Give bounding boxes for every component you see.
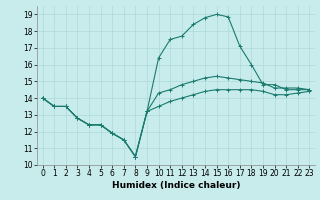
X-axis label: Humidex (Indice chaleur): Humidex (Indice chaleur) (112, 181, 240, 190)
